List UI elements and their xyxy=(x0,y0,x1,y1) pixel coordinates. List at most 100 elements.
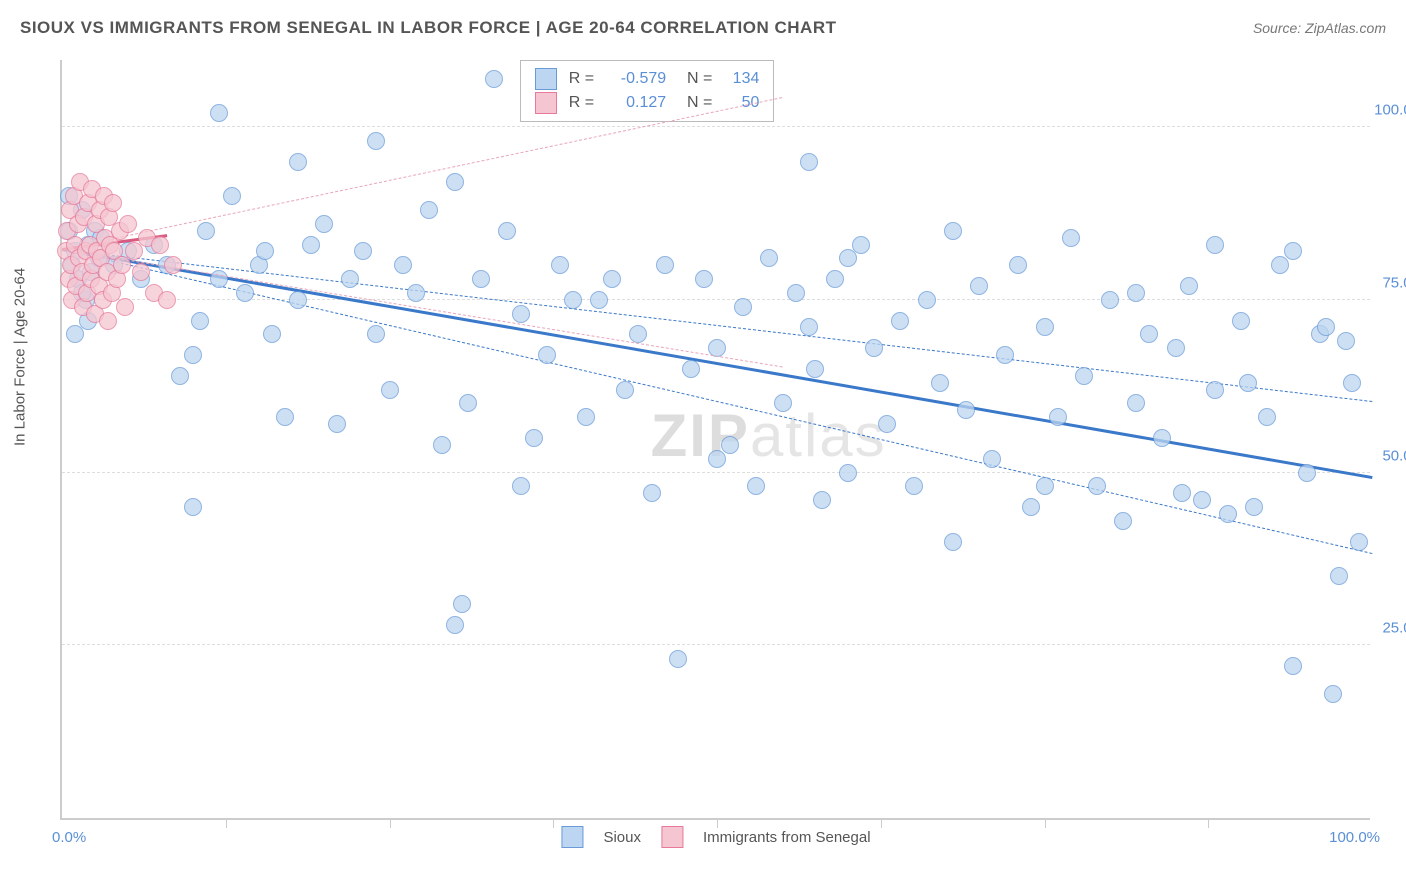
data-point xyxy=(184,346,202,364)
data-point xyxy=(151,236,169,254)
data-point xyxy=(1140,325,1158,343)
data-point xyxy=(878,415,896,433)
watermark: ZIPatlas xyxy=(651,401,887,470)
data-point xyxy=(1088,477,1106,495)
x-tick xyxy=(553,818,554,828)
data-point xyxy=(1219,505,1237,523)
data-point xyxy=(1350,533,1368,551)
data-point xyxy=(564,291,582,309)
data-point xyxy=(695,270,713,288)
data-point xyxy=(669,650,687,668)
data-point xyxy=(158,291,176,309)
data-point xyxy=(1239,374,1257,392)
y-tick-label: 100.0% xyxy=(1374,102,1406,119)
chart-title: SIOUX VS IMMIGRANTS FROM SENEGAL IN LABO… xyxy=(20,18,837,38)
stat-n-label: N = xyxy=(678,91,712,115)
data-point xyxy=(656,256,674,274)
chart-header: SIOUX VS IMMIGRANTS FROM SENEGAL IN LABO… xyxy=(20,18,1386,38)
stats-row: R = -0.579 N = 134 xyxy=(535,67,760,91)
data-point xyxy=(197,222,215,240)
data-point xyxy=(453,595,471,613)
data-point xyxy=(1298,464,1316,482)
data-point xyxy=(1180,277,1198,295)
data-point xyxy=(1206,236,1224,254)
data-point xyxy=(1284,657,1302,675)
data-point xyxy=(184,498,202,516)
data-point xyxy=(1127,394,1145,412)
data-point xyxy=(1193,491,1211,509)
x-tick xyxy=(717,818,718,828)
stats-legend: R = -0.579 N = 134R = 0.127 N = 50 xyxy=(520,60,775,122)
y-axis-title: In Labor Force | Age 20-64 xyxy=(12,268,29,446)
data-point xyxy=(1022,498,1040,516)
data-point xyxy=(1114,512,1132,530)
data-point xyxy=(223,187,241,205)
data-point xyxy=(289,153,307,171)
data-point xyxy=(1153,429,1171,447)
x-tick xyxy=(390,818,391,828)
legend-label: Sioux xyxy=(603,829,641,846)
data-point xyxy=(1317,318,1335,336)
data-point xyxy=(315,215,333,233)
data-point xyxy=(1206,381,1224,399)
data-point xyxy=(446,173,464,191)
legend-swatch xyxy=(535,92,557,114)
y-tick-label: 25.0% xyxy=(1382,620,1406,637)
data-point xyxy=(485,70,503,88)
y-tick-label: 75.0% xyxy=(1382,274,1406,291)
data-point xyxy=(99,312,117,330)
data-point xyxy=(970,277,988,295)
data-point xyxy=(826,270,844,288)
data-point xyxy=(787,284,805,302)
data-point xyxy=(210,104,228,122)
data-point xyxy=(1036,477,1054,495)
data-point xyxy=(116,298,134,316)
data-point xyxy=(774,394,792,412)
data-point xyxy=(957,401,975,419)
data-point xyxy=(119,215,137,233)
data-point xyxy=(839,249,857,267)
gridline xyxy=(62,299,1370,300)
data-point xyxy=(302,236,320,254)
data-point xyxy=(1245,498,1263,516)
stat-r-value: -0.579 xyxy=(606,67,666,91)
prediction-cone-line xyxy=(62,249,1372,555)
data-point xyxy=(590,291,608,309)
data-point xyxy=(525,429,543,447)
x-axis-max-label: 100.0% xyxy=(1329,829,1380,846)
data-point xyxy=(891,312,909,330)
data-point xyxy=(538,346,556,364)
stat-r-label: R = xyxy=(569,91,594,115)
data-point xyxy=(760,249,778,267)
data-point xyxy=(1337,332,1355,350)
data-point xyxy=(806,360,824,378)
data-point xyxy=(1330,567,1348,585)
x-tick xyxy=(881,818,882,828)
data-point xyxy=(1101,291,1119,309)
gridline xyxy=(62,644,1370,645)
data-point xyxy=(839,464,857,482)
data-point xyxy=(66,325,84,343)
data-point xyxy=(551,256,569,274)
data-point xyxy=(256,242,274,260)
data-point xyxy=(944,533,962,551)
data-point xyxy=(747,477,765,495)
data-point xyxy=(918,291,936,309)
data-point xyxy=(800,153,818,171)
data-point xyxy=(354,242,372,260)
data-point xyxy=(1049,408,1067,426)
data-point xyxy=(1036,318,1054,336)
data-point xyxy=(603,270,621,288)
data-point xyxy=(996,346,1014,364)
legend-swatch xyxy=(661,826,683,848)
data-point xyxy=(1232,312,1250,330)
legend-swatch xyxy=(561,826,583,848)
x-tick xyxy=(1045,818,1046,828)
data-point xyxy=(171,367,189,385)
stats-row: R = 0.127 N = 50 xyxy=(535,91,760,115)
data-point xyxy=(1284,242,1302,260)
data-point xyxy=(1271,256,1289,274)
chart-plot-area: ZIPatlas R = -0.579 N = 134R = 0.127 N =… xyxy=(60,60,1370,820)
data-point xyxy=(643,484,661,502)
data-point xyxy=(263,325,281,343)
